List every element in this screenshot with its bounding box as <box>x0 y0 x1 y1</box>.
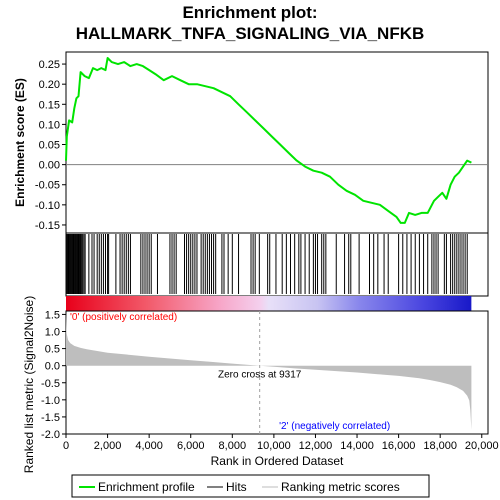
positive-correlation-label: '0' (positively correlated) <box>70 312 177 323</box>
es-y-axis-label: Enrichment score (ES) <box>13 78 27 207</box>
legend-label-hits: Hits <box>226 480 247 494</box>
es-y-tick-label: -0.05 <box>35 180 60 192</box>
ranked-y-tick-label: 0.0 <box>45 361 60 373</box>
ranked-y-tick-label: 0.5 <box>45 344 60 356</box>
ranked-y-tick-label: -2.0 <box>41 429 60 441</box>
ranked-y-axis-label: Ranked list metric (Signal2Noise) <box>22 296 36 473</box>
ranked-y-tick-label: -1.0 <box>41 395 60 407</box>
hit-lines <box>65 234 468 294</box>
chart-title-line2: HALLMARK_TNFA_SIGNALING_VIA_NFKB <box>76 24 425 43</box>
x-axis: 0 2,000 4,000 6,000 8,000 10,000 12,000 14,000 1… <box>63 434 499 468</box>
hits-panel <box>65 232 489 297</box>
es-y-ticks: -0.15 -0.10 -0.05 0.00 0.05 0.10 0.15 0.20 0.25 <box>35 59 66 232</box>
ranked-y-tick-label: -0.5 <box>41 378 60 390</box>
ranked-y-ticks: -2.0 -1.5 -1.0 -0.5 0.0 0.5 1.0 1.5 <box>41 309 66 441</box>
x-tick-label: 14,000 <box>340 440 374 452</box>
x-tick-label: 12,000 <box>299 440 333 452</box>
x-axis-label: Rank in Ordered Dataset <box>211 454 344 468</box>
es-y-tick-label: -0.15 <box>35 220 60 232</box>
x-tick-label: 8,000 <box>219 440 247 452</box>
es-y-tick-label: 0.15 <box>39 99 60 111</box>
es-y-tick-label: 0.05 <box>39 140 60 152</box>
rank-gradient-bar <box>66 296 472 311</box>
x-tick-label: 6,000 <box>177 440 205 452</box>
ranking-metric-area <box>66 311 472 430</box>
chart-title-line1: Enrichment plot: <box>182 3 317 22</box>
x-tick-label: 0 <box>63 440 69 452</box>
ranked-y-tick-label: 1.5 <box>45 309 60 321</box>
x-ticks: 0 2,000 4,000 6,000 8,000 10,000 12,000 14,000 1… <box>63 434 499 452</box>
es-y-tick-label: 0.25 <box>39 59 60 71</box>
es-y-tick-label: -0.10 <box>35 200 60 212</box>
legend: Enrichment profile Hits Ranking metric s… <box>71 474 430 498</box>
x-tick-label: 4,000 <box>135 440 163 452</box>
legend-label-ranking-metric: Ranking metric scores <box>281 480 400 494</box>
enrichment-profile-line <box>65 57 472 224</box>
ranked-y-tick-label: 1.0 <box>45 327 60 339</box>
x-tick-label: 18,000 <box>423 440 457 452</box>
ranked-y-tick-label: -1.5 <box>41 412 60 424</box>
legend-label-enrichment-profile: Enrichment profile <box>98 480 195 494</box>
es-y-tick-label: 0.00 <box>39 160 60 172</box>
negative-correlation-label: '2' (negatively correlated) <box>279 421 390 432</box>
es-y-tick-label: 0.20 <box>39 79 60 91</box>
x-tick-label: 2,000 <box>94 440 122 452</box>
ranked-metric-panel: Zero cross at 9317 '0' (positively corre… <box>22 296 489 473</box>
es-y-tick-label: 0.10 <box>39 119 60 131</box>
x-tick-label: 16,000 <box>382 440 416 452</box>
es-panel: -0.15-0.10-0.050.000.050.100.150.200.25 … <box>13 51 489 234</box>
x-tick-label: 10,000 <box>257 440 291 452</box>
rank-colorbar <box>66 296 472 311</box>
legend-box <box>71 474 430 498</box>
zero-cross-label: Zero cross at 9317 <box>218 370 302 381</box>
x-tick-label: 20,000 <box>465 440 499 452</box>
ranked-panel-frame <box>65 310 489 435</box>
